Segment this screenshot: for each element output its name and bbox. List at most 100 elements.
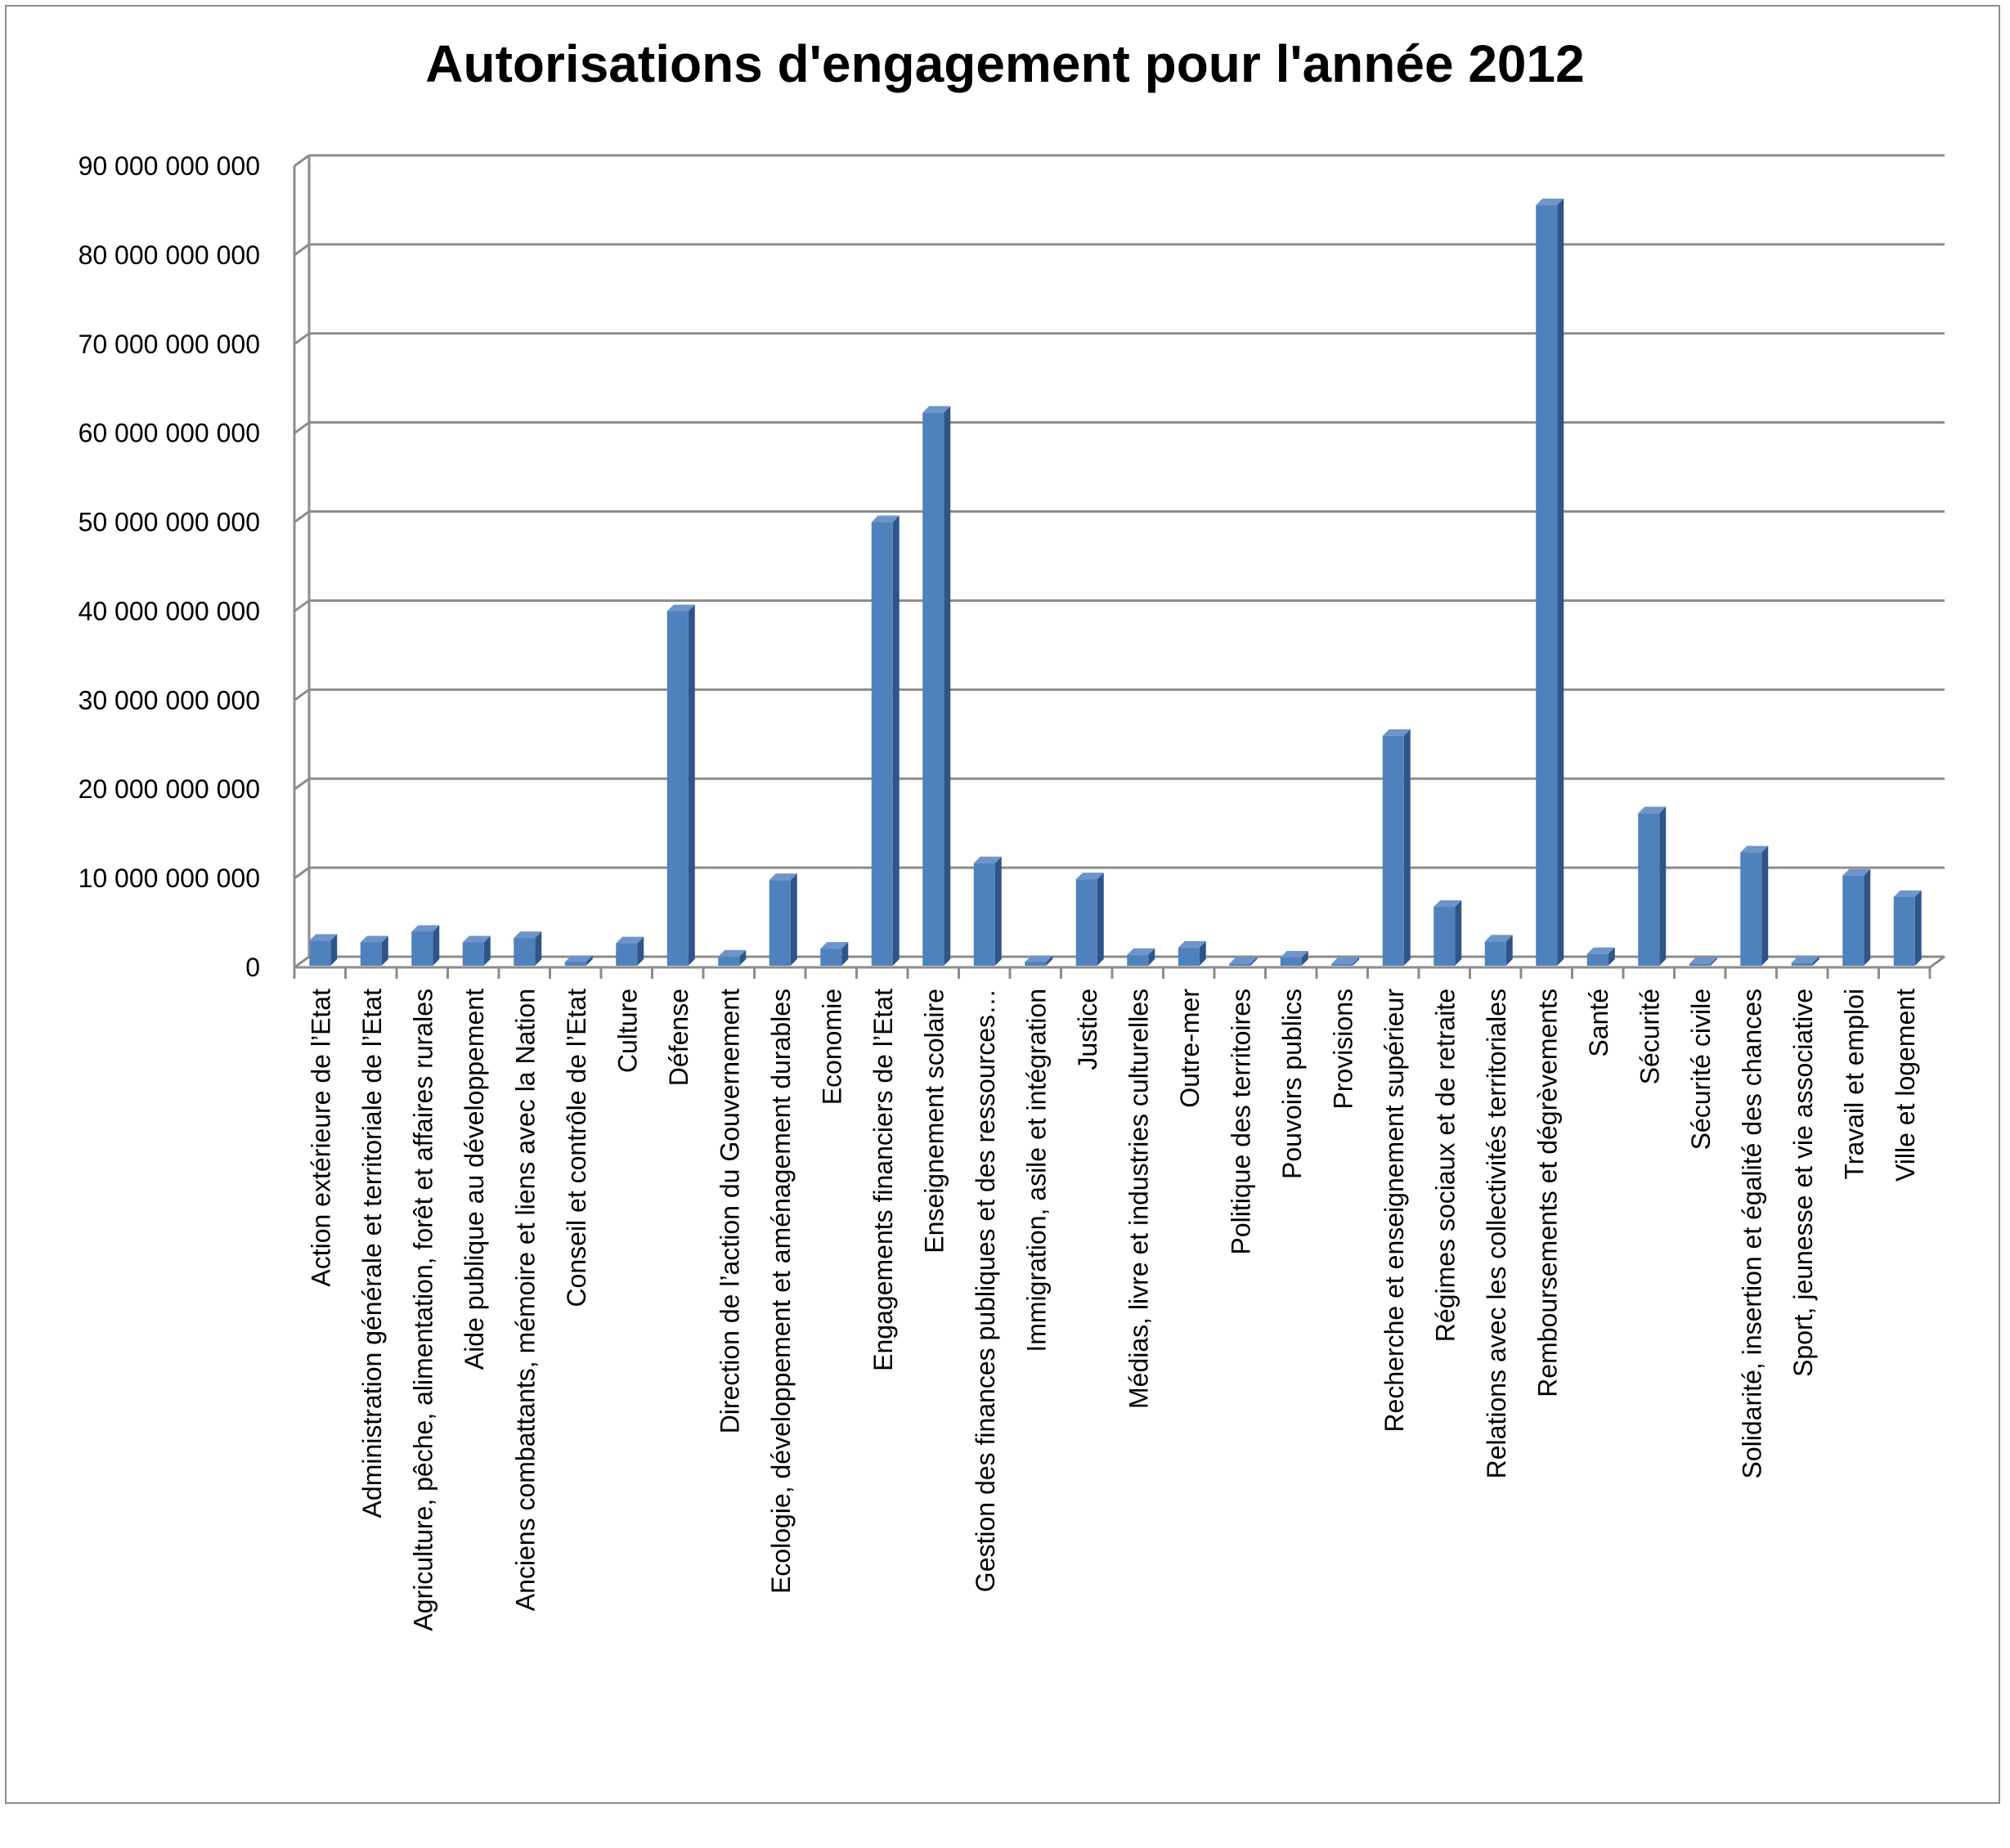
x-tick-label: Médias, livre et industries culturelles xyxy=(1124,989,1153,1409)
bar xyxy=(360,935,388,966)
bar-side xyxy=(688,604,695,966)
bar-top xyxy=(1791,956,1819,963)
bar xyxy=(514,931,542,966)
y-axis-ticks: 0 10 000 000 000 20 000 000 000 30 000 000 … xyxy=(79,151,260,982)
bar-top xyxy=(1178,941,1206,949)
bar xyxy=(564,955,593,966)
gridlines xyxy=(294,154,1945,969)
x-tick-label: Pouvoirs publics xyxy=(1277,989,1307,1179)
bar-front xyxy=(820,949,842,966)
bar-top xyxy=(718,949,747,957)
bar-side xyxy=(1710,957,1717,966)
y-tick-label: 40 000 000 000 xyxy=(79,596,260,626)
bar xyxy=(309,934,338,966)
x-tick-label: Administration générale et territoriale … xyxy=(357,989,387,1518)
axes xyxy=(293,155,1945,979)
bar-front xyxy=(1484,941,1506,966)
bar-top xyxy=(1127,948,1155,955)
bar-side xyxy=(994,856,1002,966)
bar-front xyxy=(1586,953,1608,966)
bar xyxy=(718,949,747,966)
bar-front xyxy=(769,880,791,966)
bar-top xyxy=(769,873,797,881)
x-tick-label: Economie xyxy=(817,989,846,1105)
bar-top xyxy=(1331,957,1360,964)
bar-front xyxy=(462,942,484,966)
gridline-depth xyxy=(294,599,310,612)
x-tick-label: Aide publique au développement xyxy=(460,989,489,1370)
bar xyxy=(973,856,1002,966)
bar-side xyxy=(637,936,644,966)
bar-side xyxy=(330,934,338,966)
x-tick-label: Sécurité xyxy=(1635,989,1664,1084)
bar-front xyxy=(922,412,944,967)
chart-title: Autorisations d'engagement pour l'année … xyxy=(425,34,1584,93)
bar-top xyxy=(1536,198,1564,205)
chart-frame xyxy=(5,5,2000,1804)
bar-top xyxy=(1842,868,1871,876)
bar-top xyxy=(411,925,440,932)
bar-top xyxy=(820,942,849,949)
bar-side xyxy=(1148,948,1155,966)
bar-side xyxy=(483,935,491,966)
bar-top xyxy=(1689,957,1717,964)
x-tick-label: Outre-mer xyxy=(1175,989,1205,1108)
x-tick-label: Relations avec les collectivités territo… xyxy=(1482,989,1511,1478)
bar-top xyxy=(514,931,542,939)
bar-front xyxy=(1433,906,1456,966)
x-tick-label: Gestion des finances publiques et des re… xyxy=(971,989,1000,1592)
bar-front xyxy=(309,940,331,966)
gridline-depth xyxy=(294,243,310,257)
x-tick-label: Immigration, asile et intégration xyxy=(1021,989,1051,1352)
bar-front xyxy=(1740,852,1762,966)
bar xyxy=(1791,956,1819,966)
bar xyxy=(666,604,695,966)
bar xyxy=(1075,872,1104,966)
gridline-depth xyxy=(294,154,310,168)
bar-side xyxy=(1608,947,1615,966)
x-tick-label: Santé xyxy=(1584,989,1613,1057)
y-tick-label: 70 000 000 000 xyxy=(79,330,260,359)
bar-side xyxy=(1403,729,1411,966)
gridline-depth xyxy=(294,510,310,523)
bar-top xyxy=(1433,899,1462,907)
bar-side xyxy=(1914,890,1922,966)
bar-front xyxy=(1382,735,1404,966)
bar-top xyxy=(1484,935,1513,942)
bar xyxy=(769,873,797,966)
y-tick-label: 0 xyxy=(245,953,260,982)
bar-side xyxy=(841,942,849,966)
bar xyxy=(1638,806,1667,966)
y-tick-label: 30 000 000 000 xyxy=(79,685,260,715)
bar-side xyxy=(1505,935,1513,966)
x-axis-labels: Action extérieure de l’Etat Administratio… xyxy=(306,989,1920,1631)
bar-front xyxy=(1893,896,1915,966)
bar-top xyxy=(1893,890,1922,897)
x-tick-label: Solidarité, insertion et égalité des cha… xyxy=(1737,989,1766,1478)
gridline-depth xyxy=(294,955,310,969)
bar-front xyxy=(1791,962,1813,966)
bar-side xyxy=(381,935,388,966)
bar-front xyxy=(1127,954,1149,966)
bar xyxy=(1842,868,1871,966)
bar-side xyxy=(1455,899,1462,966)
bar-top xyxy=(1229,957,1258,964)
bar-side xyxy=(944,406,951,967)
bar xyxy=(462,935,491,966)
bar-side xyxy=(1659,806,1667,966)
bar xyxy=(922,406,951,967)
x-tick-label: Engagements financiers de l’Etat xyxy=(868,989,898,1371)
bar xyxy=(1127,948,1155,966)
bar-top xyxy=(1025,955,1053,962)
bar-side xyxy=(892,515,900,966)
bar-top xyxy=(360,935,388,943)
x-tick-label: Direction de l’action du Gouvernement xyxy=(715,989,744,1433)
bar-side xyxy=(1250,957,1258,966)
bar-front xyxy=(616,943,638,966)
bar-side xyxy=(1761,846,1769,966)
x-tick-label: Ville et logement xyxy=(1891,989,1920,1182)
y-tick-label: 20 000 000 000 xyxy=(79,774,260,804)
bar xyxy=(1893,890,1922,966)
x-tick-label: Recherche et enseignement supérieur xyxy=(1380,989,1409,1433)
